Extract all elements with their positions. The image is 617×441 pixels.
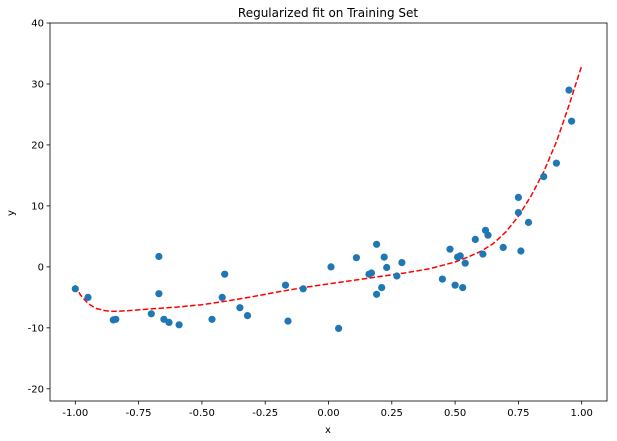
data-point: [380, 253, 388, 261]
data-point: [155, 290, 163, 298]
data-point: [446, 245, 454, 253]
data-point: [517, 247, 525, 255]
data-point: [243, 312, 252, 320]
data-point: [221, 270, 229, 278]
data-point: [451, 281, 459, 289]
data-point: [383, 263, 391, 272]
data-point: [565, 86, 573, 94]
y-tick-label: 10: [31, 201, 44, 212]
data-point: [367, 269, 376, 277]
x-tick-label: -0.50: [189, 408, 215, 419]
data-point: [155, 252, 163, 261]
plot-layer: [71, 65, 583, 332]
data-point: [378, 284, 386, 292]
data-point: [552, 159, 561, 167]
data-point: [147, 310, 155, 318]
data-point: [398, 259, 406, 267]
data-point: [352, 254, 360, 262]
x-tick-label: 0.25: [381, 408, 403, 419]
x-tick-label: -0.25: [252, 408, 278, 419]
data-point: [299, 285, 307, 293]
chart-title: Regularized fit on Training Set: [238, 6, 418, 20]
x-tick-label: 0.00: [317, 408, 339, 419]
data-point: [524, 218, 533, 226]
data-point: [373, 290, 381, 298]
data-point: [284, 317, 292, 325]
y-tick-label: -20: [28, 384, 44, 395]
data-point: [484, 231, 492, 239]
data-point: [459, 284, 467, 292]
data-point: [514, 209, 523, 217]
y-tick-label: 30: [31, 79, 44, 90]
data-point: [461, 259, 469, 267]
data-point: [327, 263, 335, 271]
data-point: [568, 117, 576, 125]
x-tick-label: 0.50: [444, 408, 466, 419]
data-point: [84, 293, 92, 301]
data-point: [479, 250, 487, 258]
y-tick-label: 20: [31, 140, 44, 151]
data-point: [236, 304, 244, 312]
data-point: [281, 281, 290, 289]
data-point: [499, 243, 507, 251]
data-point: [438, 275, 446, 283]
data-point: [456, 252, 464, 260]
y-tick-label: -10: [28, 323, 44, 334]
axes-layer: -1.00 -0.75 -0.50 -0.25 0.00 0.25 0.50 0.75 1.00…: [28, 19, 608, 419]
x-axis-label: x: [325, 425, 331, 436]
x-tick-label: 0.75: [507, 408, 529, 419]
data-point: [373, 240, 381, 248]
data-point: [208, 315, 216, 323]
data-point: [335, 324, 343, 332]
data-point: [165, 318, 173, 326]
y-tick-label: 0: [38, 262, 44, 273]
data-point: [175, 321, 183, 329]
data-point: [218, 293, 226, 301]
data-point: [514, 193, 523, 201]
x-tick-label: -0.75: [126, 408, 152, 419]
y-tick-label: 40: [31, 19, 44, 30]
y-axis-label: y: [6, 210, 17, 216]
data-point: [71, 285, 79, 293]
data-point: [471, 235, 479, 243]
data-point: [112, 315, 120, 323]
data-point: [540, 173, 548, 181]
x-tick-label: 1.00: [571, 408, 593, 419]
x-tick-label: -1.00: [62, 408, 88, 419]
data-point: [393, 272, 401, 280]
